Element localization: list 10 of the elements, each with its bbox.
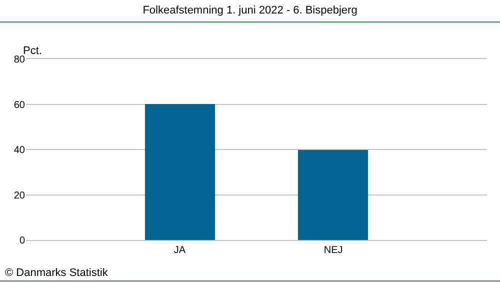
text: © Danmarks Statistik bbox=[5, 267, 108, 279]
x-tick-label: JA bbox=[174, 245, 186, 256]
y-tick-label: 20 bbox=[14, 190, 26, 202]
y-tick-label: 80 bbox=[14, 54, 26, 66]
y-tick-label: 60 bbox=[14, 100, 26, 111]
y-axis-title: Pct. bbox=[23, 45, 42, 57]
y-tick-label: 40 bbox=[14, 145, 26, 156]
chart-title: Folkeafstemning 1. juni 2022 - 6. Bispebjerg bbox=[142, 4, 358, 17]
x-tick-label: NEJ bbox=[324, 245, 343, 256]
y-tick-label: 0 bbox=[19, 236, 26, 246]
